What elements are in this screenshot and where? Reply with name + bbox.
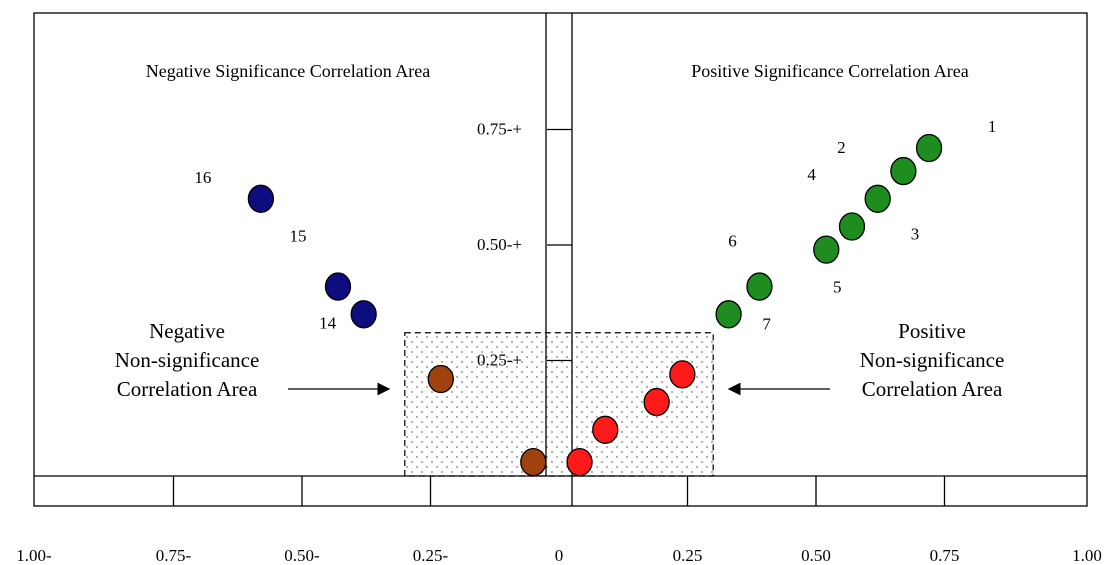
point-label: 5	[833, 278, 842, 297]
point-label: 16	[194, 168, 211, 187]
x-axis-tick-labels: 1.00- 0.75- 0.50- 0.25- 0 0.25 0.50 0.75 1.00	[16, 546, 1102, 565]
point-label: 14	[319, 313, 337, 332]
point-positive-significant	[715, 300, 742, 329]
y-tick-label: 0.50-+	[477, 235, 522, 254]
positive-nonsignificance-callout: Positive Non-significance Correlation Ar…	[727, 319, 1005, 401]
point-label: 2	[837, 138, 846, 157]
point-label: 7	[762, 314, 771, 333]
point-label: 6	[728, 232, 737, 251]
point-positive-nonsignificant	[566, 447, 593, 477]
point-positive-significant	[890, 156, 917, 186]
x-axis-ticks	[172, 476, 946, 506]
x-tick-label: 0.25	[673, 546, 703, 565]
diagram-frame	[33, 12, 1088, 507]
negative-callout-line-2: Non-significance	[115, 348, 260, 372]
x-tick-label: 0	[555, 546, 564, 565]
x-tick-label: 0.50-	[284, 546, 320, 565]
x-tick-label: 1.00-	[16, 546, 52, 565]
positive-callout-line-3: Correlation Area	[862, 377, 1003, 401]
point-negative-nonsignificant	[427, 364, 454, 394]
point-positive-significant	[813, 235, 840, 264]
point-negative-significant	[247, 184, 275, 213]
point-label: 1	[988, 117, 997, 136]
positive-callout-line-2: Non-significance	[860, 348, 1005, 372]
point-positive-significant	[915, 133, 943, 163]
y-tick-label: 0.75-+	[477, 120, 522, 139]
point-positive-nonsignificant	[643, 387, 670, 417]
x-tick-label: 0.50	[801, 546, 831, 565]
negative-nonsignificance-callout: Negative Non-significance Correlation Ar…	[115, 319, 391, 401]
negative-significance-title: Negative Significance Correlation Area	[146, 61, 430, 81]
data-points	[247, 133, 943, 477]
point-positive-significant	[746, 272, 773, 301]
point-label: 15	[289, 227, 306, 246]
x-tick-label: 0.25-	[413, 546, 449, 565]
point-positive-significant	[864, 184, 891, 213]
y-axis-ticks: 0.75-+ 0.50-+ 0.25-+	[477, 120, 572, 370]
x-tick-label: 0.75	[930, 546, 960, 565]
x-tick-label: 0.75-	[156, 546, 192, 565]
point-label: 3	[911, 225, 920, 244]
point-positive-nonsignificant	[669, 360, 696, 389]
point-negative-nonsignificant	[520, 447, 547, 477]
x-tick-label: 1.00	[1072, 546, 1102, 565]
point-positive-nonsignificant	[592, 415, 619, 444]
positive-callout-line-1: Positive	[898, 319, 966, 343]
positive-significance-title: Positive Significance Correlation Area	[691, 61, 968, 81]
point-labels: 1 2 4 3 5 6 7 16 15 14	[194, 117, 996, 333]
point-positive-significant	[838, 212, 866, 241]
negative-callout-line-3: Correlation Area	[117, 377, 258, 401]
point-negative-significant	[350, 300, 377, 329]
y-tick-label: 0.25-+	[477, 351, 522, 370]
point-label: 4	[807, 165, 816, 184]
point-negative-significant	[324, 272, 352, 301]
negative-callout-line-1: Negative	[149, 319, 225, 343]
